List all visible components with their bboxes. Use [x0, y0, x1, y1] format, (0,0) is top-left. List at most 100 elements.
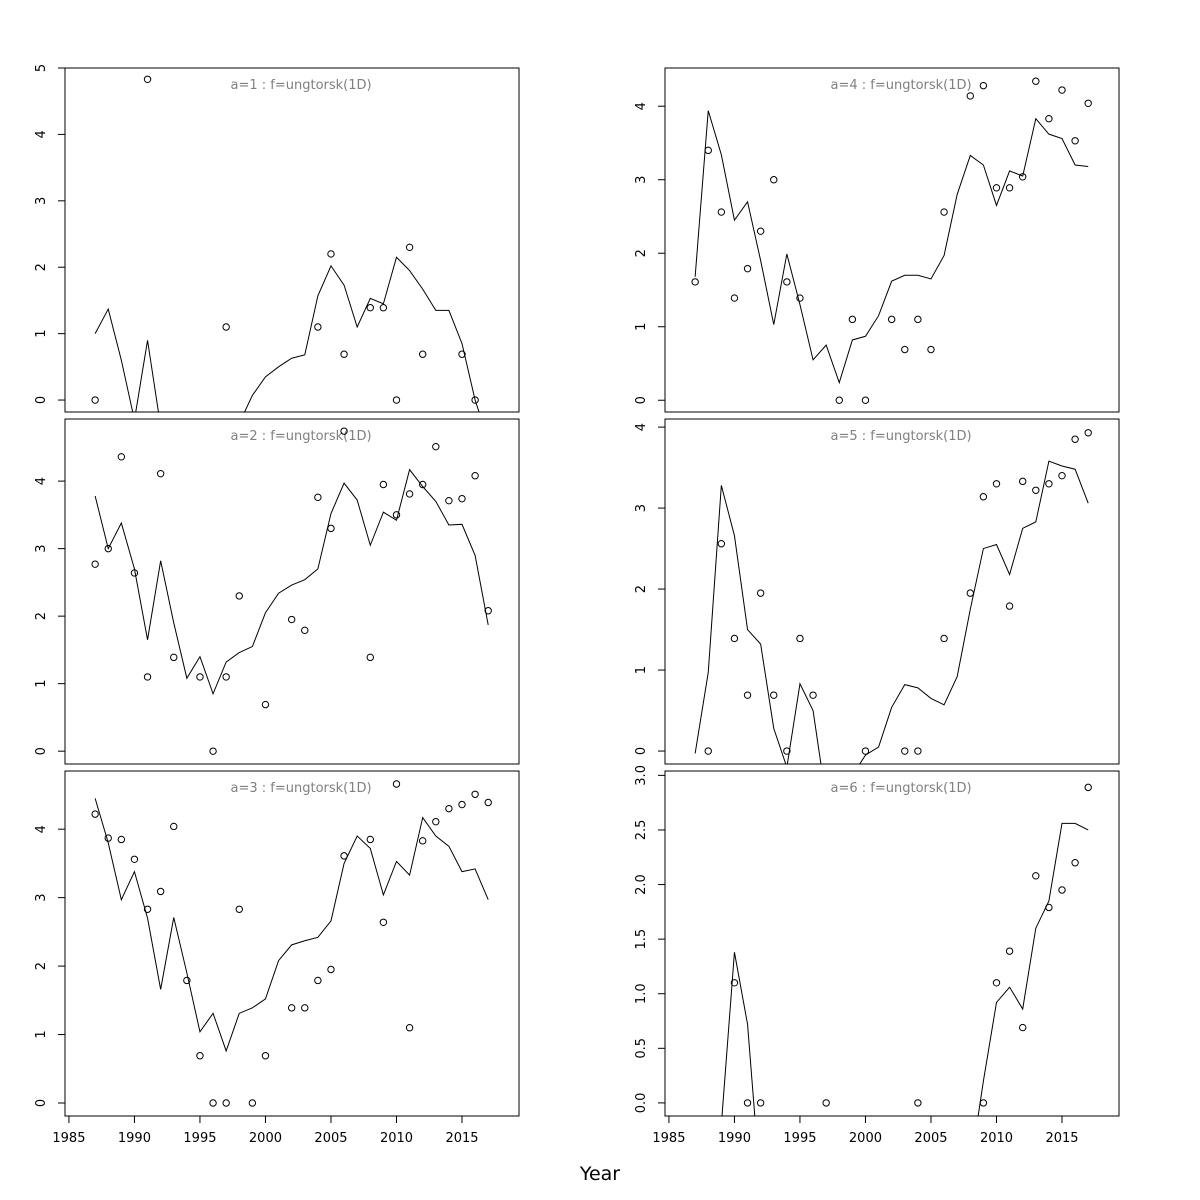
data-point — [796, 634, 804, 643]
panel-title: a=1 : f=ungtorsk(1D) — [231, 78, 372, 93]
data-point — [796, 294, 804, 302]
y-tick-label: 4 — [634, 102, 649, 110]
data-point — [143, 905, 152, 913]
data-point — [222, 323, 230, 331]
plot-frame — [64, 67, 520, 413]
data-point — [156, 469, 165, 478]
data-point — [143, 673, 152, 681]
data-point — [458, 494, 466, 503]
data-point — [458, 800, 466, 809]
y-tick-label: 0 — [634, 396, 649, 404]
data-point — [1084, 429, 1092, 437]
x-axis-label: Year — [579, 1163, 620, 1185]
data-point — [1084, 783, 1092, 792]
y-tick-label: 1 — [634, 666, 649, 674]
data-point — [717, 208, 726, 216]
data-point — [783, 747, 791, 755]
data-point — [704, 146, 712, 155]
data-point — [392, 780, 401, 788]
data-point — [222, 1099, 230, 1107]
data-point — [730, 634, 739, 643]
data-point — [235, 905, 243, 913]
y-tick-label: 1 — [34, 329, 49, 337]
data-point — [1058, 471, 1066, 480]
data-point — [887, 315, 896, 324]
data-point — [822, 1099, 830, 1107]
y-tick-label: 2 — [34, 263, 49, 271]
data-point — [1018, 173, 1027, 181]
x-tick-label: 2005 — [914, 1131, 947, 1146]
data-point — [209, 747, 217, 755]
data-point — [301, 626, 309, 635]
y-tick-label: 2.0 — [634, 874, 649, 895]
data-point — [287, 615, 296, 624]
data-point — [992, 979, 1001, 987]
data-point — [1071, 859, 1079, 867]
data-point — [992, 480, 1001, 488]
panel-title: a=4 : f=ungtorsk(1D) — [831, 78, 972, 93]
data-point — [809, 691, 817, 699]
y-tick-label: 2 — [34, 612, 49, 620]
data-point — [471, 790, 479, 798]
data-point — [130, 855, 139, 864]
x-tick-label: 1985 — [52, 1131, 85, 1146]
y-tick-label: 2.5 — [634, 820, 649, 841]
y-tick-label: 2 — [634, 249, 649, 257]
data-point — [418, 837, 427, 845]
y-tick-label: 3 — [34, 197, 49, 205]
y-tick-label: 4 — [34, 130, 49, 138]
data-point — [235, 592, 243, 600]
data-point — [471, 396, 479, 404]
data-point — [1032, 486, 1040, 494]
data-point — [327, 250, 335, 258]
data-point — [783, 278, 791, 286]
data-point — [770, 691, 778, 699]
data-point — [1005, 184, 1014, 192]
data-point — [170, 822, 178, 831]
fit-line — [94, 256, 480, 412]
data-point — [861, 747, 870, 755]
data-point — [743, 1099, 752, 1107]
plot-frame — [664, 770, 1120, 1117]
data-point — [183, 976, 191, 985]
data-point — [91, 396, 99, 404]
y-tick-label: 1 — [34, 1030, 49, 1038]
data-point — [418, 480, 427, 489]
data-point — [691, 278, 699, 286]
data-point — [91, 560, 99, 568]
y-tick-label: 3 — [634, 504, 649, 512]
fit-line — [721, 822, 1089, 1116]
y-tick-label: 4 — [34, 477, 49, 485]
data-point — [196, 1052, 204, 1060]
data-point — [366, 653, 374, 662]
data-point — [261, 700, 270, 709]
data-point — [743, 691, 752, 699]
data-point — [756, 589, 765, 597]
y-tick-label: 3 — [634, 176, 649, 184]
data-point — [743, 264, 752, 273]
data-point — [901, 747, 909, 755]
x-tick-label: 2000 — [849, 1131, 882, 1146]
data-point — [340, 427, 348, 435]
y-tick-label: 0 — [34, 747, 49, 755]
data-point — [1005, 602, 1014, 610]
plot-frame — [664, 67, 1120, 413]
data-point — [445, 496, 453, 505]
data-point — [1005, 947, 1014, 955]
data-point — [261, 1052, 270, 1060]
data-point — [1018, 477, 1027, 486]
plot-frame — [64, 418, 520, 765]
data-point — [979, 493, 988, 501]
y-tick-label: 3.0 — [634, 765, 649, 786]
data-point — [327, 524, 335, 533]
data-point — [91, 810, 99, 818]
data-point — [248, 1099, 257, 1107]
data-point — [979, 1099, 988, 1107]
x-tick-label: 2000 — [249, 1131, 282, 1146]
data-point — [1071, 435, 1079, 443]
y-tick-label: 0 — [34, 396, 49, 404]
data-point — [1045, 115, 1053, 123]
data-point — [1045, 480, 1053, 488]
data-point — [1058, 886, 1066, 894]
